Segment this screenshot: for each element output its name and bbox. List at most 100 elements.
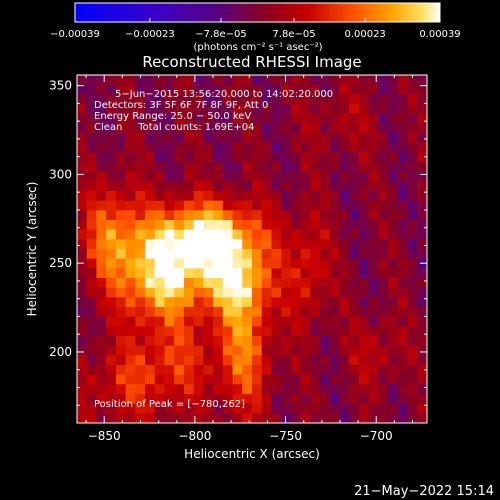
heatmap-cell [388, 104, 399, 115]
heatmap-cell [281, 374, 292, 385]
heatmap-cell [349, 297, 360, 308]
heatmap-cell [125, 374, 136, 385]
heatmap-cell [358, 394, 370, 405]
heatmap-cell [300, 152, 311, 163]
heatmap-cell [222, 104, 234, 115]
heatmap-cell [232, 181, 243, 192]
heatmap-cell [193, 113, 204, 124]
heatmap-cell [203, 326, 214, 337]
heatmap-cell [203, 84, 214, 95]
heatmap-cell [417, 268, 427, 279]
heatmap-cell [203, 355, 214, 366]
heatmap-cell [174, 355, 185, 366]
x-tick-label: −750 [269, 429, 302, 443]
heatmap-cell [290, 113, 302, 124]
heatmap-cell [86, 278, 97, 289]
heatmap-cell [320, 287, 331, 298]
heatmap-cell [164, 278, 175, 289]
heatmap-cell [222, 133, 234, 144]
heatmap-cell [154, 133, 165, 144]
heatmap-cell [339, 374, 350, 385]
heatmap-cell [349, 229, 360, 240]
heatmap-cell [115, 152, 127, 163]
heatmap-cell [145, 162, 156, 173]
heatmap-cell [397, 413, 409, 423]
heatmap-cell [417, 394, 427, 405]
heatmap-cell [193, 258, 204, 269]
heatmap-cell [125, 326, 136, 337]
heatmap-cell [329, 365, 340, 376]
heatmap-cell [242, 200, 253, 211]
annotation-time: 5−Jun−2015 13:56:20.000 to 14:02:20.000 [115, 89, 333, 100]
heatmap-cell [213, 258, 224, 269]
heatmap-cell [242, 287, 253, 298]
heatmap-cell [174, 181, 185, 192]
heatmap-cell [329, 287, 340, 298]
heatmap-cell [310, 133, 321, 144]
heatmap-cell [417, 229, 427, 240]
heatmap-cell [125, 249, 136, 260]
heatmap-cell [261, 84, 272, 95]
heatmap-cell [154, 171, 165, 182]
heatmap-cell [300, 394, 311, 405]
heatmap-cell [174, 84, 185, 95]
heatmap-cell [290, 239, 302, 250]
heatmap-cell [77, 345, 88, 356]
heatmap-cell [145, 326, 156, 337]
heatmap-cell [145, 75, 156, 86]
heatmap-cell [320, 336, 331, 347]
heatmap-cell [164, 268, 175, 279]
heatmap-cell [300, 229, 311, 240]
heatmap-cell [349, 345, 360, 356]
heatmap-cell [349, 326, 360, 337]
heatmap-cell [261, 239, 272, 250]
heatmap-cell [407, 413, 418, 423]
heatmap-cell [281, 94, 292, 105]
heatmap-cell [378, 220, 389, 231]
heatmap-cell [261, 374, 272, 385]
heatmap-cell [378, 249, 389, 260]
heatmap-cell [290, 365, 302, 376]
heatmap-cell [339, 316, 350, 327]
heatmap-cell [388, 355, 399, 366]
heatmap-cell [154, 200, 165, 211]
heatmap-cell [232, 365, 243, 376]
heatmap-cell [271, 365, 282, 376]
heatmap-cell [339, 258, 350, 269]
heatmap-cell [242, 84, 253, 95]
heatmap-cell [281, 84, 292, 95]
heatmap-cell [281, 278, 292, 289]
heatmap-cell [203, 162, 214, 173]
heatmap-cell [358, 142, 370, 153]
heatmap-cell [183, 220, 195, 231]
heatmap-cell [164, 142, 175, 153]
heatmap-cell [106, 75, 117, 86]
heatmap-cell [77, 394, 88, 405]
heatmap-cell [125, 113, 136, 124]
heatmap-cell [183, 171, 195, 182]
heatmap-cell [271, 162, 282, 173]
heatmap-cell [77, 229, 88, 240]
heatmap-cell [339, 307, 350, 318]
heatmap-cell [320, 191, 331, 202]
heatmap-cell [174, 287, 185, 298]
heatmap-cell [96, 133, 107, 144]
heatmap-cell [329, 345, 340, 356]
heatmap-cell [339, 162, 350, 173]
heatmap-cell [164, 162, 175, 173]
heatmap-cell [86, 94, 97, 105]
heatmap-cell [252, 355, 263, 366]
heatmap-cell [106, 123, 117, 134]
heatmap-cell [417, 152, 427, 163]
heatmap-cell [213, 365, 224, 376]
colorbar-tick-label: 0.00023 [344, 29, 385, 40]
heatmap-cell [339, 113, 350, 124]
heatmap-cell [222, 220, 234, 231]
heatmap-cell [174, 191, 185, 202]
heatmap-cell [417, 413, 427, 423]
heatmap-cell [388, 297, 399, 308]
heatmap-cell [106, 104, 117, 115]
heatmap-cell [106, 239, 117, 250]
heatmap-cell [193, 278, 204, 289]
heatmap-cell [193, 403, 204, 414]
